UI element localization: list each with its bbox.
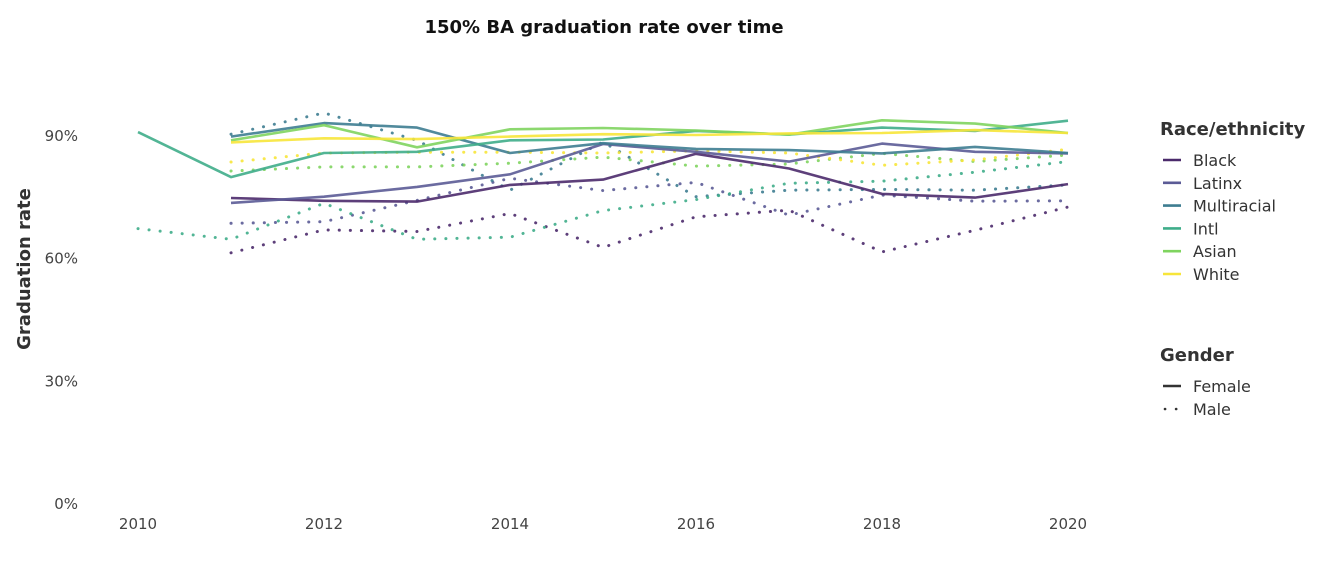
y-tick-label: 60%	[45, 250, 78, 268]
series-line-intl-female	[137, 119, 1069, 179]
legend-label-black: Black	[1193, 151, 1237, 170]
legend-label-intl: Intl	[1193, 219, 1219, 238]
plot-area	[136, 111, 1070, 255]
legend-label-multiracial: Multiracial	[1193, 197, 1276, 216]
y-tick-label: 30%	[45, 372, 78, 390]
series-line-black-female	[230, 152, 1069, 203]
y-axis-label: Graduation rate	[14, 188, 35, 350]
legend-label-male: Male	[1193, 400, 1231, 419]
x-tick-label: 2016	[677, 515, 715, 533]
series-line-latinx-male	[229, 176, 1070, 225]
x-axis: 2010 2012 2014 2016 2018 2020	[119, 515, 1087, 533]
legend-title-gender: Gender	[1160, 345, 1234, 366]
chart-title: 150% BA graduation rate over time	[424, 17, 783, 38]
legend-label-latinx: Latinx	[1193, 174, 1242, 193]
x-tick-label: 2018	[863, 515, 901, 533]
legend-title-race: Race/ethnicity	[1160, 119, 1306, 140]
series-line-black-male	[229, 205, 1070, 255]
y-axis: 0% 30% 60% 90%	[45, 127, 78, 513]
series-line-asian-female	[230, 119, 1069, 149]
x-tick-label: 2012	[305, 515, 343, 533]
x-tick-label: 2014	[491, 515, 529, 533]
legend-label-white: White	[1193, 265, 1240, 284]
series-line-asian-male	[229, 151, 1070, 173]
series-line-multiracial-female	[230, 121, 1069, 155]
legend-race-ethnicity: Race/ethnicity Black Latinx Multiracial Int…	[1160, 119, 1306, 284]
series-line-white-male	[229, 147, 1070, 167]
y-tick-label: 0%	[54, 495, 78, 513]
series-line-white-female	[230, 128, 1069, 144]
x-tick-label: 2010	[119, 515, 157, 533]
legend-gender: Gender Female Male	[1160, 345, 1251, 419]
series-line-latinx-female	[230, 142, 1069, 205]
legend-label-female: Female	[1193, 377, 1251, 396]
y-tick-label: 90%	[45, 127, 78, 145]
legend-label-asian: Asian	[1193, 242, 1237, 261]
x-tick-label: 2020	[1049, 515, 1087, 533]
